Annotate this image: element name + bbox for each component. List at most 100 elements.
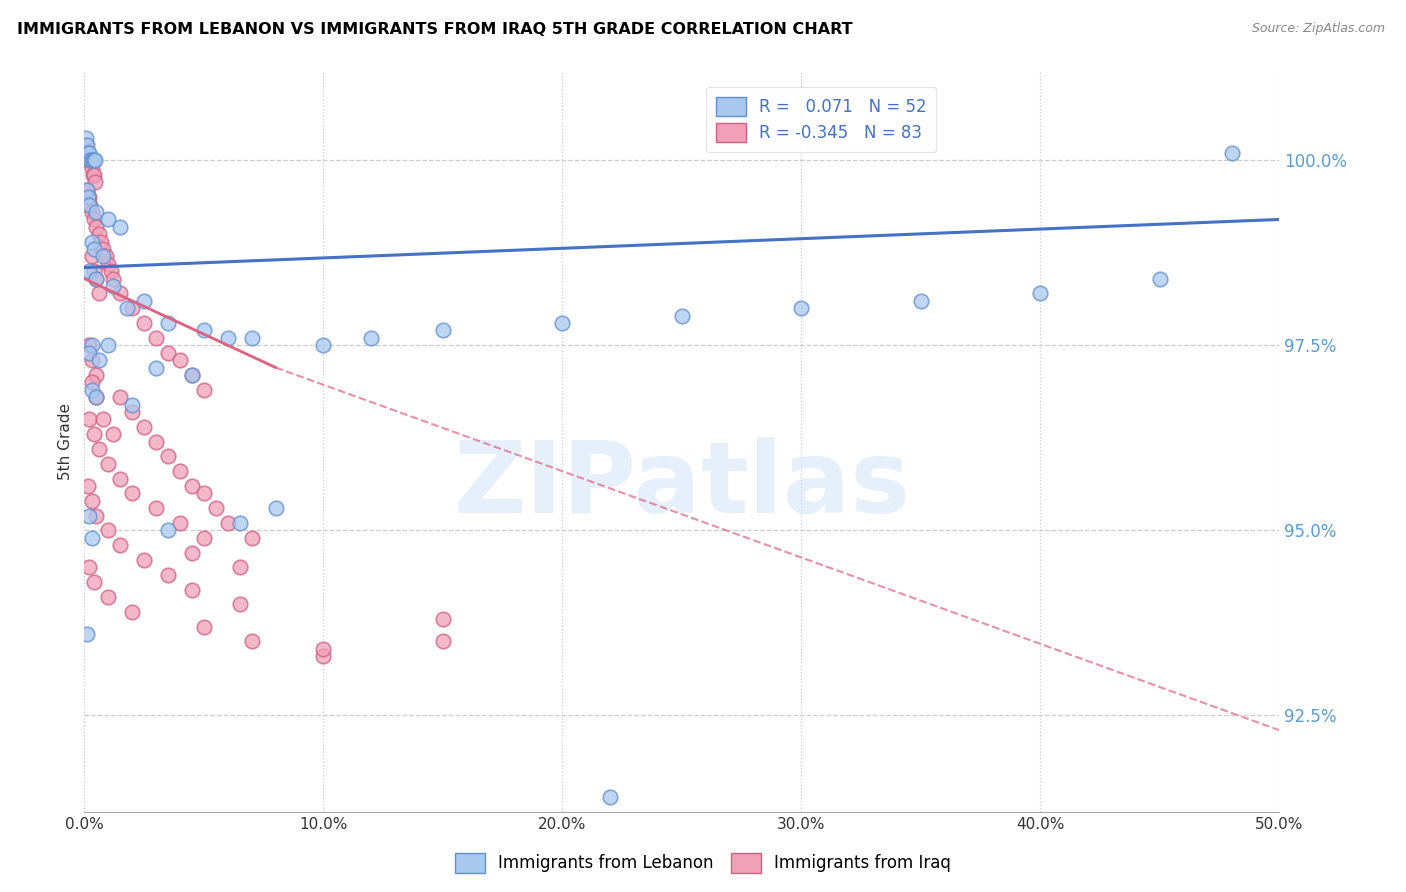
Point: [193, 620, 215, 634]
Point: [121, 405, 143, 419]
Point: [86, 390, 108, 404]
Point: [80, 250, 103, 264]
Point: [229, 598, 252, 612]
Point: [169, 516, 191, 530]
Point: [77, 190, 100, 204]
Point: [312, 641, 335, 656]
Point: [157, 345, 180, 359]
Point: [132, 293, 156, 308]
Point: [76, 138, 98, 153]
Point: [77, 153, 100, 168]
Point: [82, 168, 104, 182]
Point: [110, 538, 132, 552]
Point: [77, 345, 100, 359]
Point: [86, 219, 108, 234]
Point: [80, 353, 103, 368]
Point: [75, 131, 97, 145]
Point: [79, 153, 101, 168]
Point: [145, 331, 167, 345]
Point: [97, 524, 120, 538]
Point: [157, 524, 180, 538]
Point: [1220, 145, 1243, 160]
Point: [93, 412, 115, 426]
Point: [97, 457, 120, 471]
Point: [145, 434, 167, 449]
Point: [169, 464, 191, 478]
Point: [75, 138, 97, 153]
Point: [83, 212, 105, 227]
Point: [229, 560, 252, 574]
Point: [671, 309, 693, 323]
Point: [132, 553, 156, 567]
Point: [360, 331, 382, 345]
Point: [181, 546, 204, 560]
Point: [77, 197, 100, 211]
Point: [599, 789, 621, 804]
Point: [93, 242, 115, 256]
Point: [193, 531, 215, 545]
Point: [117, 301, 139, 316]
Point: [157, 450, 180, 464]
Point: [86, 508, 108, 523]
Point: [87, 286, 110, 301]
Text: IMMIGRANTS FROM LEBANON VS IMMIGRANTS FROM IRAQ 5TH GRADE CORRELATION CHART: IMMIGRANTS FROM LEBANON VS IMMIGRANTS FR…: [17, 22, 852, 37]
Point: [76, 627, 98, 641]
Point: [910, 293, 932, 308]
Point: [76, 145, 98, 160]
Point: [93, 250, 115, 264]
Point: [84, 176, 107, 190]
Point: [312, 649, 335, 664]
Point: [97, 338, 120, 352]
Point: [100, 264, 122, 278]
Text: ZIPatlas: ZIPatlas: [454, 437, 910, 534]
Point: [83, 575, 105, 590]
Point: [181, 368, 204, 382]
Point: [80, 205, 103, 219]
Point: [80, 153, 103, 168]
Point: [240, 531, 263, 545]
Point: [1029, 286, 1052, 301]
Legend: Immigrants from Lebanon, Immigrants from Iraq: Immigrants from Lebanon, Immigrants from…: [449, 847, 957, 880]
Point: [157, 316, 180, 330]
Point: [110, 390, 132, 404]
Point: [132, 316, 156, 330]
Point: [217, 516, 239, 530]
Point: [121, 605, 143, 619]
Point: [229, 516, 252, 530]
Point: [80, 161, 103, 175]
Point: [83, 264, 105, 278]
Point: [157, 567, 180, 582]
Point: [80, 338, 103, 352]
Point: [97, 590, 120, 604]
Point: [181, 582, 204, 597]
Point: [80, 383, 103, 397]
Point: [77, 153, 100, 168]
Point: [83, 168, 105, 182]
Point: [264, 501, 287, 516]
Point: [86, 271, 108, 285]
Point: [79, 197, 101, 211]
Point: [77, 412, 100, 426]
Point: [181, 479, 204, 493]
Point: [83, 427, 105, 442]
Point: [193, 486, 215, 500]
Point: [145, 360, 167, 375]
Point: [240, 331, 263, 345]
Point: [90, 235, 112, 249]
Point: [86, 390, 108, 404]
Point: [94, 250, 117, 264]
Point: [86, 271, 108, 285]
Point: [169, 353, 191, 368]
Point: [121, 301, 143, 316]
Point: [193, 324, 215, 338]
Point: [101, 279, 124, 293]
Point: [205, 501, 228, 516]
Y-axis label: 5th Grade: 5th Grade: [58, 403, 73, 480]
Point: [77, 338, 100, 352]
Point: [80, 493, 103, 508]
Point: [80, 531, 103, 545]
Point: [76, 183, 98, 197]
Point: [121, 486, 143, 500]
Point: [132, 419, 156, 434]
Point: [432, 324, 454, 338]
